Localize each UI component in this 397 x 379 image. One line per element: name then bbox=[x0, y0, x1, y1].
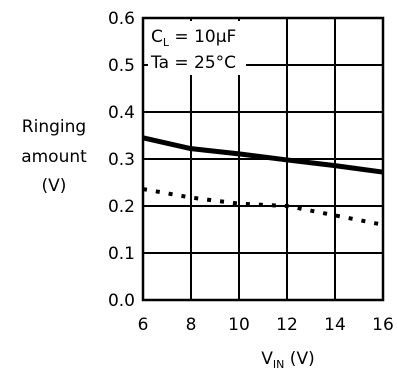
x-tick-label: 14 bbox=[324, 315, 346, 335]
annotation-ta: Ta = 25°C bbox=[150, 53, 236, 73]
series-layer bbox=[142, 135, 384, 227]
y-tick-label: 0.1 bbox=[108, 244, 135, 264]
series-line-2 bbox=[142, 187, 384, 227]
x-tick-labels: 6 8 10 12 14 16 bbox=[138, 315, 394, 335]
y-axis-label-line-3: (V) bbox=[42, 176, 67, 196]
plot-frame bbox=[141, 16, 385, 302]
y-tick-labels: 0.0 0.1 0.2 0.3 0.4 0.5 0.6 bbox=[108, 9, 135, 311]
annotation-cl: CL = 10μF bbox=[151, 27, 236, 49]
annotation-cl-value: = 10μF bbox=[169, 27, 236, 47]
x-tick-label: 8 bbox=[186, 315, 197, 335]
x-axis-label: VIN (V) bbox=[261, 349, 314, 371]
x-tick-label: 16 bbox=[372, 315, 394, 335]
y-tick-label: 0.5 bbox=[108, 56, 135, 76]
x-tick-label: 12 bbox=[276, 315, 298, 335]
x-tick-label: 10 bbox=[228, 315, 250, 335]
x-tick-label: 6 bbox=[138, 315, 149, 335]
y-tick-label: 0.6 bbox=[108, 9, 135, 29]
y-tick-label: 0.4 bbox=[108, 103, 135, 123]
y-tick-label: 0.2 bbox=[108, 197, 135, 217]
annotation-background bbox=[148, 21, 246, 75]
y-axis-label-line-1: Ringing bbox=[22, 117, 86, 137]
y-axis-label-line-2: amount bbox=[21, 147, 87, 167]
y-tick-label: 0.0 bbox=[108, 291, 135, 311]
x-axis-label-unit: (V) bbox=[284, 349, 314, 369]
annotation-cl-main: C bbox=[151, 27, 163, 47]
y-tick-label: 0.3 bbox=[108, 150, 135, 170]
series-line-1 bbox=[142, 135, 384, 175]
x-axis-label-main: V bbox=[261, 349, 273, 369]
annotation-cl-sub: L bbox=[163, 36, 170, 49]
x-axis-label-sub: IN bbox=[273, 358, 284, 371]
